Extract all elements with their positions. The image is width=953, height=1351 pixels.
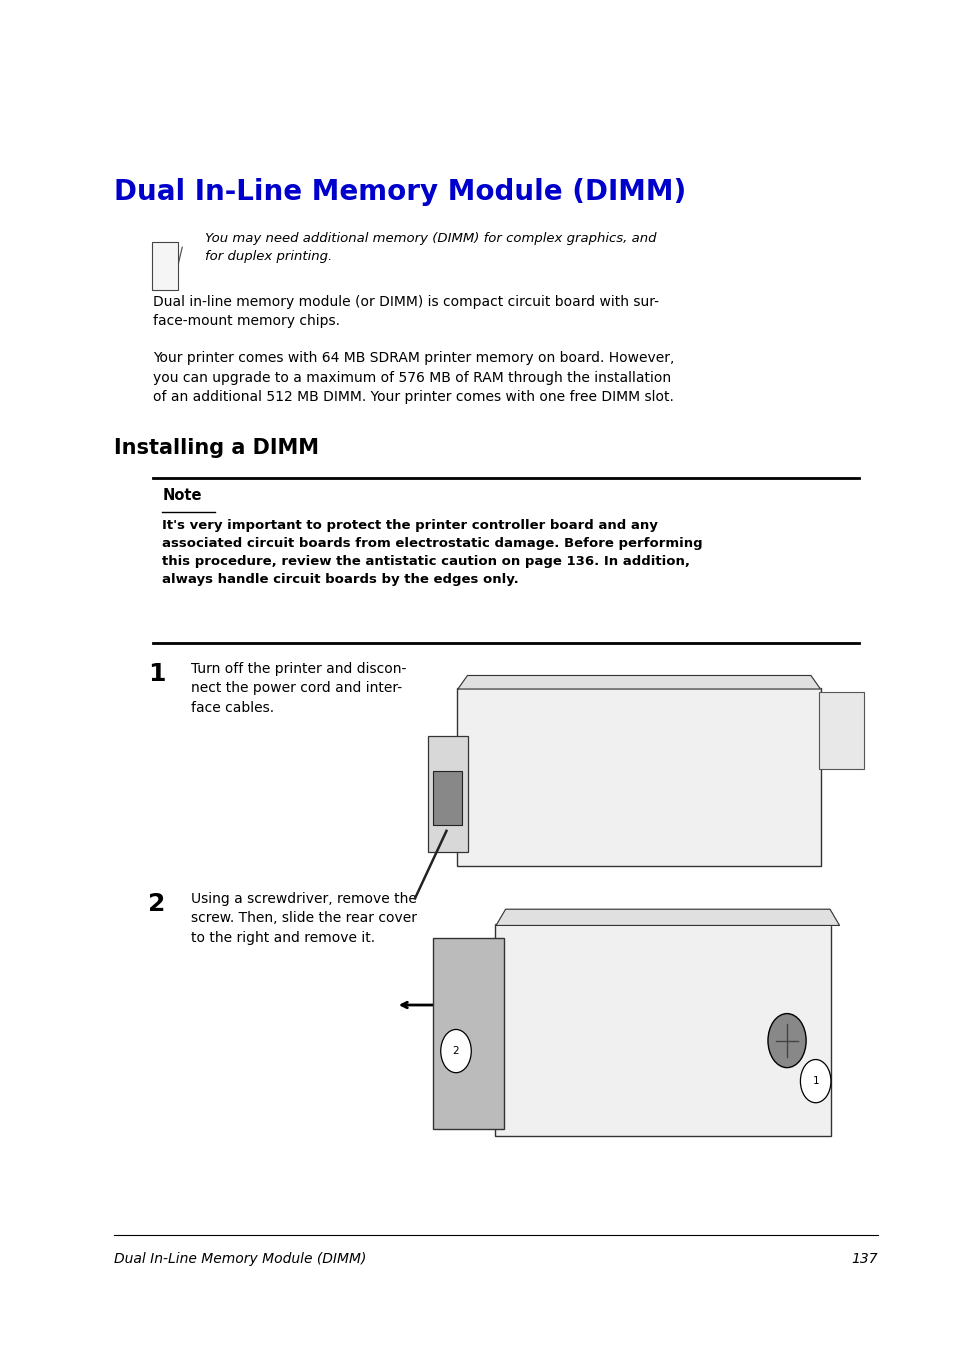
Text: 2: 2 — [453, 1046, 458, 1056]
FancyBboxPatch shape — [433, 938, 503, 1129]
Text: Turn off the printer and discon-
nect the power cord and inter-
face cables.: Turn off the printer and discon- nect th… — [191, 662, 406, 715]
Circle shape — [440, 1029, 471, 1073]
Text: Dual in-line memory module (or DIMM) is compact circuit board with sur-
face-mou: Dual in-line memory module (or DIMM) is … — [152, 295, 658, 328]
Text: Using a screwdriver, remove the
screw. Then, slide the rear cover
to the right a: Using a screwdriver, remove the screw. T… — [191, 892, 416, 944]
Text: Dual In-Line Memory Module (DIMM): Dual In-Line Memory Module (DIMM) — [114, 1252, 367, 1266]
FancyBboxPatch shape — [152, 242, 178, 290]
Circle shape — [767, 1013, 805, 1067]
Polygon shape — [496, 909, 839, 925]
Text: Note: Note — [162, 488, 201, 503]
Text: You may need additional memory (DIMM) for complex graphics, and
for duplex print: You may need additional memory (DIMM) fo… — [205, 232, 656, 263]
Polygon shape — [457, 676, 820, 689]
Circle shape — [800, 1059, 830, 1102]
Text: Installing a DIMM: Installing a DIMM — [114, 438, 319, 458]
Text: 1: 1 — [148, 662, 165, 686]
Text: 137: 137 — [850, 1252, 877, 1266]
FancyBboxPatch shape — [428, 735, 468, 852]
Text: Your printer comes with 64 MB SDRAM printer memory on board. However,
you can up: Your printer comes with 64 MB SDRAM prin… — [152, 351, 674, 404]
FancyBboxPatch shape — [495, 924, 830, 1136]
FancyBboxPatch shape — [433, 771, 461, 825]
Text: Dual In-Line Memory Module (DIMM): Dual In-Line Memory Module (DIMM) — [114, 178, 686, 207]
Text: 1: 1 — [812, 1077, 818, 1086]
FancyBboxPatch shape — [456, 688, 821, 866]
Text: 2: 2 — [148, 892, 165, 916]
FancyBboxPatch shape — [819, 693, 863, 770]
Text: It's very important to protect the printer controller board and any
associated c: It's very important to protect the print… — [162, 519, 702, 586]
